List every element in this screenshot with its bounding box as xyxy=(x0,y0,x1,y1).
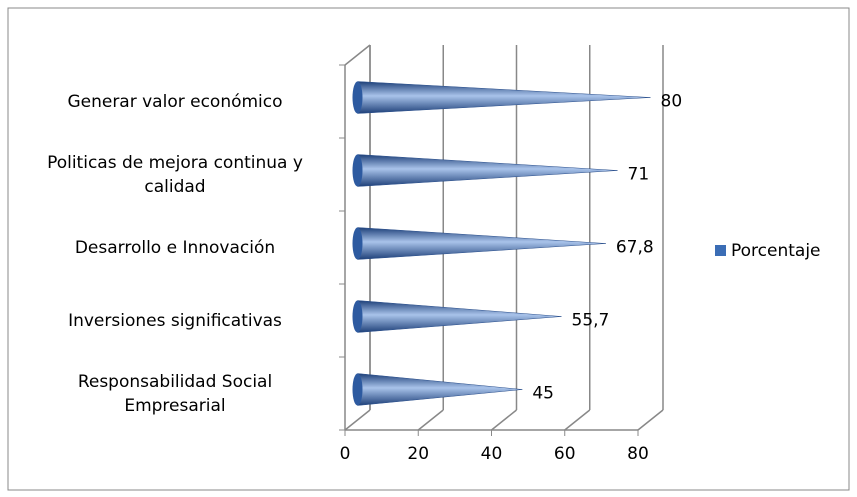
cone-base xyxy=(352,300,363,333)
floor-line xyxy=(491,409,517,431)
y-tick-label: Desarrollo e Innovación xyxy=(74,237,276,258)
x-tick-label: 80 xyxy=(627,444,649,464)
floor-line xyxy=(637,409,664,431)
legend-swatch xyxy=(715,245,726,256)
cone-base xyxy=(352,81,363,114)
value-label: 67,8 xyxy=(616,238,654,258)
cone-base xyxy=(352,227,363,260)
value-label: 71 xyxy=(628,165,650,185)
y-tick-label: Responsabilidad Social Empresarial xyxy=(77,371,273,416)
floor-line xyxy=(344,409,371,431)
top-diag xyxy=(344,44,371,66)
floor-line xyxy=(564,409,591,431)
value-label: 80 xyxy=(661,92,683,112)
x-tick-label: 60 xyxy=(554,444,576,464)
value-label: 45 xyxy=(532,384,554,404)
x-tick-label: 40 xyxy=(481,444,503,464)
cone-base xyxy=(352,373,363,406)
y-tick-label: Inversiones significativas xyxy=(68,310,282,331)
floor-line xyxy=(417,409,444,431)
cone-base xyxy=(352,154,363,187)
legend-label: Porcentaje xyxy=(731,241,821,261)
y-tick-label: Generar valor económico xyxy=(67,91,283,112)
y-tick-label: Politicas de mejora continua y calidad xyxy=(47,152,303,197)
x-tick-label: 0 xyxy=(340,444,351,464)
x-tick-label: 20 xyxy=(407,444,429,464)
value-label: 55,7 xyxy=(572,311,610,331)
